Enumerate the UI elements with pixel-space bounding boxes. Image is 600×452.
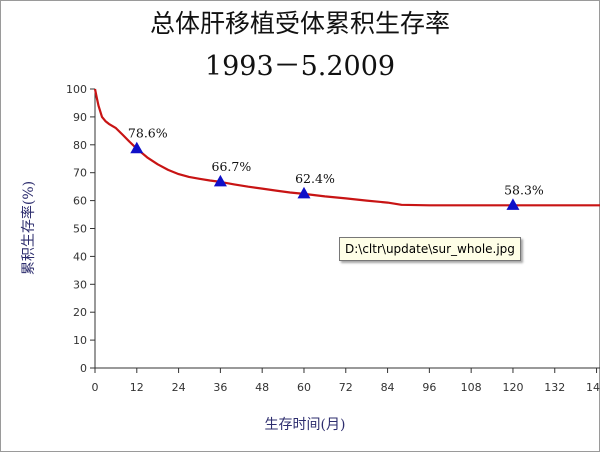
y-tick-label-10: 100 — [66, 83, 87, 96]
x-tick-label-0: 0 — [92, 381, 99, 394]
data-marker-2 — [297, 186, 311, 199]
y-tick-label-5: 50 — [73, 223, 87, 236]
data-label-0: 78.6% — [128, 126, 168, 141]
data-label-2: 62.4% — [295, 171, 335, 186]
y-tick-label-6: 60 — [73, 195, 87, 208]
y-tick-label-9: 90 — [73, 111, 87, 124]
x-tick-label-1: 12 — [130, 381, 144, 394]
y-tick-label-3: 30 — [73, 278, 87, 291]
x-tick-label-3: 36 — [213, 381, 227, 394]
x-tick-label-11: 132 — [544, 381, 565, 394]
data-label-1: 66.7% — [212, 159, 252, 174]
data-marker-1 — [213, 174, 227, 187]
x-tick-label-8: 96 — [422, 381, 436, 394]
x-tick-label-4: 48 — [255, 381, 269, 394]
chart-subtitle: 1993－5.2009 — [204, 51, 396, 82]
x-tick-label-7: 84 — [381, 381, 395, 394]
data-label-3: 58.3% — [504, 182, 544, 197]
file-path-tooltip: D:\cltr\update\sur_whole.jpg — [339, 237, 521, 261]
x-tick-label-5: 60 — [297, 381, 311, 394]
chart-title: 总体肝移植受体累积生存率 — [149, 9, 450, 38]
y-tick-label-1: 10 — [73, 334, 87, 347]
x-axis-label: 生存时间(月) — [264, 417, 346, 433]
data-marker-3 — [506, 198, 520, 210]
x-tick-label-2: 24 — [172, 381, 186, 394]
x-tick-label-6: 72 — [339, 381, 353, 394]
y-tick-label-2: 20 — [73, 306, 87, 319]
y-tick-label-0: 0 — [80, 362, 87, 375]
x-tick-label-12: 144 — [586, 381, 600, 394]
y-tick-label-7: 70 — [73, 167, 87, 180]
data-marker-0 — [130, 141, 144, 154]
x-tick-label-10: 120 — [502, 381, 523, 394]
y-tick-label-4: 40 — [73, 250, 87, 263]
y-tick-label-8: 80 — [73, 139, 87, 152]
x-tick-label-9: 108 — [461, 381, 482, 394]
survival-curve-0 — [93, 88, 600, 207]
